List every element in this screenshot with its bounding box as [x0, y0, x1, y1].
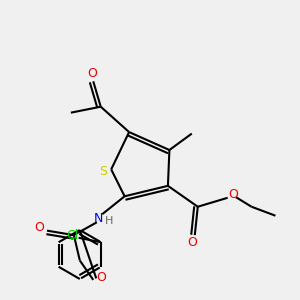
Text: Cl: Cl — [67, 229, 79, 242]
Text: O: O — [87, 68, 97, 80]
Text: O: O — [187, 236, 197, 249]
Text: O: O — [34, 221, 44, 234]
Text: N: N — [94, 212, 103, 225]
Text: H: H — [105, 216, 113, 226]
Text: O: O — [96, 271, 106, 284]
Text: O: O — [228, 188, 238, 201]
Text: S: S — [99, 165, 107, 178]
